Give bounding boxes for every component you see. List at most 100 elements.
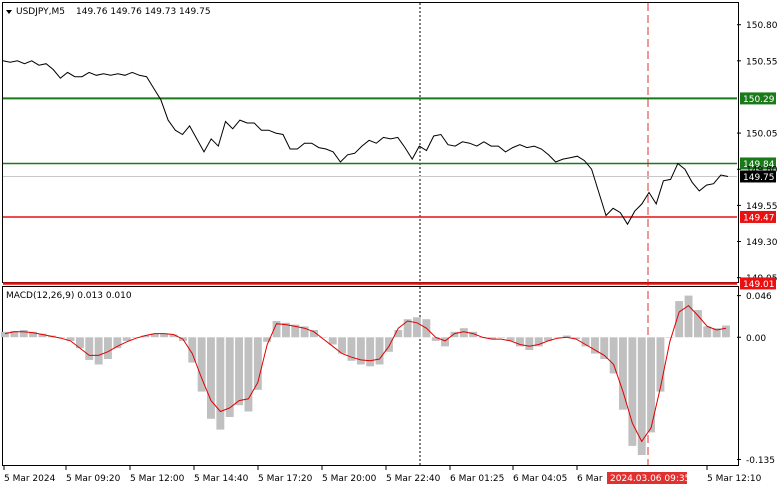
x-tick-label: 6 Mar 01:25 [450,474,504,484]
macd-bar [263,337,272,342]
x-tick-label: 5 Mar 14:40 [194,474,249,484]
x-tick-label: 5 Mar 2024 [4,474,56,484]
macd-bar [188,337,197,363]
macd-bar [675,301,684,338]
macd-bar [534,337,543,347]
macd-bar [319,337,328,338]
macd-label: MACD(12,26,9) 0.013 0.010 [6,291,132,301]
macd-bar [385,337,393,352]
current-price-tag [740,170,776,183]
price-tag-label: 149.47 [743,213,775,223]
macd-bar [647,337,655,433]
macd-bar [712,328,721,338]
macd-bar [497,337,506,338]
macd-bar [1,331,9,338]
macd-bar [253,337,262,390]
x-tick-label: 5 Mar 17:20 [258,474,313,484]
price-tag-label: 149.84 [743,160,775,170]
price-series-line [2,60,729,226]
macd-bar [113,337,122,349]
macd-bar [66,337,75,341]
x-tick-label: 5 Mar 12:10 [707,474,762,484]
macd-bar [394,330,403,338]
macd-bar [356,337,365,365]
macd-bar [609,337,618,374]
macd-bar [104,337,112,359]
macd-bar [572,337,581,340]
macd-bar [553,337,562,338]
macd-bar [591,337,599,354]
macd-bar [375,337,384,365]
macd-bar [10,330,19,338]
macd-bar [328,337,337,345]
macd-bar [431,337,440,341]
macd-bar [600,337,609,359]
macd-bar [694,310,702,338]
macd-bar [403,319,412,338]
y-tick-label: 150.05 [746,130,778,140]
macd-bar [506,337,515,341]
macd-bar [272,321,281,338]
y-tick-label: 149.55 [746,202,778,212]
macd-bar [347,337,356,361]
macd-bar [684,295,693,338]
macd-bar [544,337,552,341]
chart-header: USDJPY,M5 149.76 149.76 149.73 149.75 [6,7,211,17]
macd-bar [19,330,28,338]
macd-bar [619,337,627,410]
x-tick-label: 5 Mar 20:00 [322,474,377,484]
macd-bar [525,337,534,350]
current-price-tag-label: 149.75 [743,173,775,183]
macd-bar [459,328,468,338]
macd-bar [160,333,169,338]
x-tick-label: 6 Mar 04:05 [513,474,567,484]
macd-bar [141,335,150,338]
macd-bar [38,333,47,338]
macd-bar [656,337,665,392]
macd-bar [150,333,159,338]
macd-bar [450,331,459,338]
price-panel-frame [2,2,739,283]
ohlc-values: 149.76 149.76 149.73 149.75 [76,7,211,17]
macd-bar [338,337,346,354]
macd-bar [637,337,646,455]
macd-bar [581,337,590,347]
macd-bar [665,337,674,338]
macd-bar [488,337,496,340]
x-tick-label: 5 Mar 12:00 [130,474,185,484]
macd-bar [57,337,66,338]
price-tag-label: 150.29 [743,95,775,105]
y-tick-label: 150.80 [746,21,778,31]
x-tick-label: 5 Mar 22:40 [386,474,441,484]
y-tick-label: 150.55 [746,57,778,67]
price-tag [740,277,776,290]
macd-y-tick-label: 0.00 [746,334,766,344]
macd-bar [235,337,243,406]
macd-bar [85,337,94,360]
macd-bar [413,317,421,338]
triangle-down-icon[interactable] [6,10,12,14]
price-tag [740,157,776,170]
macd-bar [225,337,234,417]
macd-bar [76,337,84,349]
y-tick-label: 149.30 [746,238,778,248]
macd-bar [197,337,206,392]
macd-bar [703,326,712,338]
price-tag-label: 149.01 [743,280,775,290]
macd-bar [469,331,478,338]
x-tick-label: 6 Mar [577,474,603,484]
macd-bar [516,337,524,347]
macd-y-tick-label: -0.135 [746,456,775,466]
macd-bar [722,325,730,338]
macd-bar [366,337,375,367]
signal-line [4,304,727,443]
macd-bar [169,334,178,338]
macd-bar [282,322,290,338]
macd-bar [244,337,253,412]
macd-bar [132,337,140,338]
x-tick-label: 5 Mar 09:20 [66,474,121,484]
macd-y-tick-label: 0.046 [746,292,772,302]
macd-bar [628,337,637,446]
macd-bar [122,337,131,341]
